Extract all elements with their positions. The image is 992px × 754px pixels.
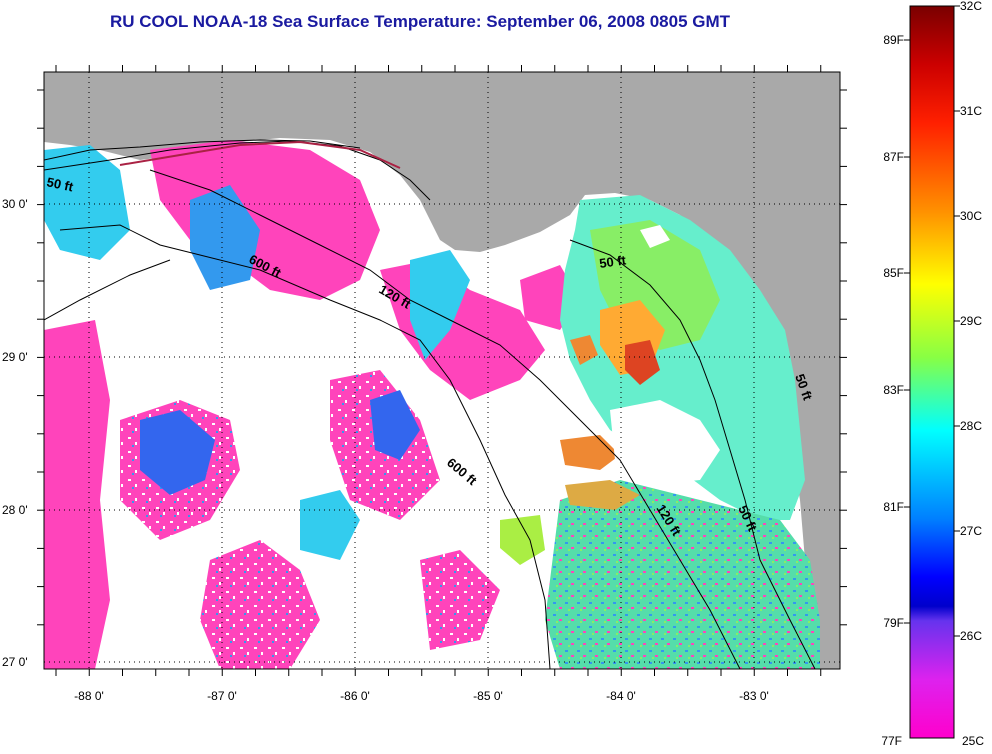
lat-label: 29 0' [2,350,28,364]
fahrenheit-label: 83F [883,383,904,397]
fahrenheit-label: 79F [883,616,904,630]
longitude-labels: -88 0' -87 0' -86 0' -85 0' -84 0' -83 0… [74,689,769,703]
celsius-label: 27C [960,524,982,538]
isobath-label: 50 ft [598,252,627,271]
lon-label: -86 0' [340,689,370,703]
lon-label: -87 0' [207,689,237,703]
fahrenheit-label: 77F [881,734,902,748]
lat-label: 30 0' [2,197,28,211]
warm-water-shelf [500,195,820,669]
celsius-label: 29C [960,314,982,328]
lon-label: -85 0' [473,689,503,703]
colorbar: 32C 31C 30C 29C 28C 27C 26C 25C 89F 87F … [881,0,984,748]
celsius-label: 28C [960,419,982,433]
fahrenheit-label: 81F [883,500,904,514]
fahrenheit-label: 85F [883,266,904,280]
celsius-label: 26C [960,629,982,643]
land-mass [44,72,840,669]
celsius-label: 31C [960,104,982,118]
isobath-label: 50 ft [45,174,75,194]
fahrenheit-label: 87F [883,150,904,164]
lat-label: 28 0' [2,503,28,517]
lon-label: -84 0' [606,689,636,703]
fahrenheit-label: 89F [883,33,904,47]
map-frame [43,71,841,670]
cloud-patches [610,225,720,485]
latitude-labels: 30 0' 29 0' 28 0' 27 0' [2,197,28,669]
isobath-contours [44,139,816,669]
tick-marks [37,65,847,676]
map-image [44,72,840,669]
lon-label: -88 0' [74,689,104,703]
celsius-label: 25C [962,734,984,748]
lon-label: -83 0' [739,689,769,703]
lat-label: 27 0' [2,655,28,669]
celsius-label: 32C [960,0,982,13]
map-title: RU COOL NOAA-18 Sea Surface Temperature:… [109,12,731,31]
mid-water-patches [44,145,470,560]
celsius-label: 30C [960,209,982,223]
colorbar-gradient [909,5,955,739]
